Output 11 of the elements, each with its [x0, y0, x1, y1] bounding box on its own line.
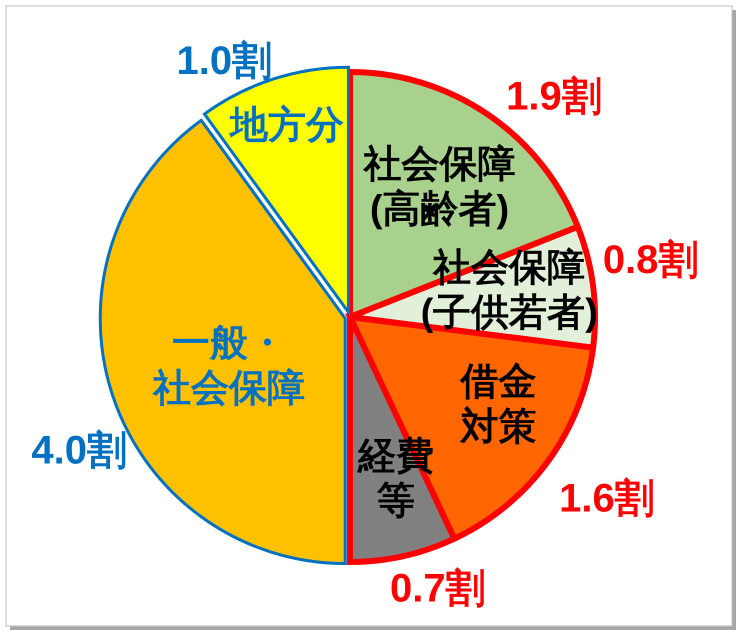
value-label: 1.6割 [559, 476, 655, 520]
category-label: 経費等 [358, 435, 434, 522]
category-label: 地方分 [230, 104, 344, 146]
category-label: 一般・社会保障 [153, 322, 306, 410]
value-label: 1.9割 [506, 74, 602, 119]
category-label: 借金対策 [460, 361, 537, 448]
value-label: 0.8割 [602, 238, 698, 282]
value-label: 1.0割 [176, 38, 272, 83]
category-label: 社会保障(高齢者) [364, 144, 516, 230]
value-label: 0.7割 [390, 566, 486, 611]
value-label: 4.0割 [31, 428, 127, 472]
